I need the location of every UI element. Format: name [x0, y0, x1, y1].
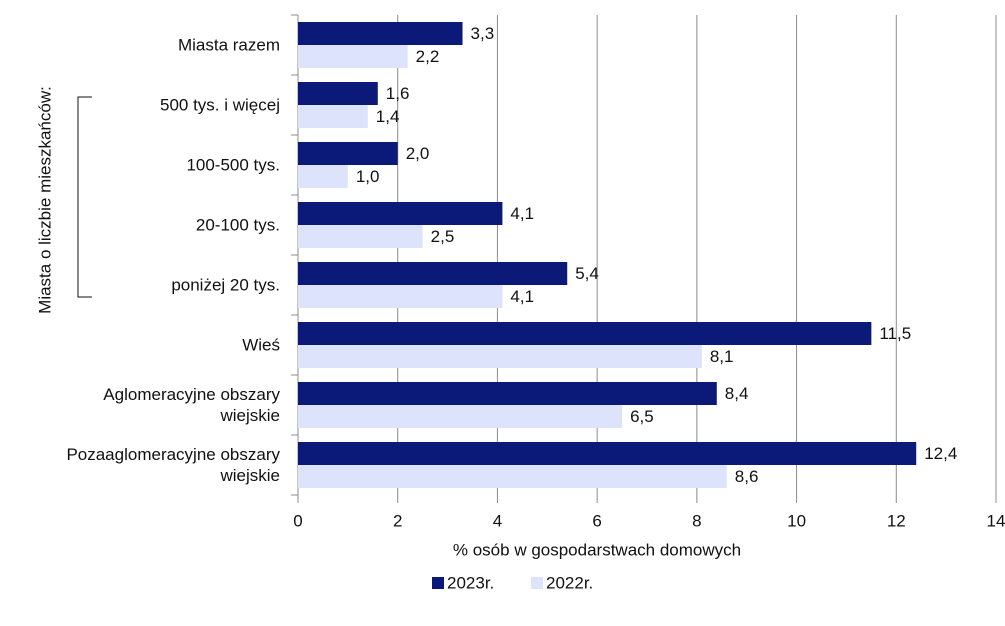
data-label: 1,4 — [376, 107, 400, 126]
data-label: 12,4 — [924, 444, 957, 463]
y-tick-label: 500 tys. i więcej — [160, 95, 280, 115]
bar — [298, 465, 727, 488]
y-tick-label: poniżej 20 tys. — [171, 275, 280, 295]
bar — [298, 82, 378, 105]
bar — [298, 105, 368, 128]
data-label: 6,5 — [630, 407, 654, 426]
y-tick-label: Miasta razem — [177, 35, 280, 55]
bar — [298, 202, 503, 225]
legend-label: 2022r. — [546, 573, 593, 592]
bar — [298, 22, 463, 45]
data-label: 2,0 — [406, 144, 430, 163]
legend-label: 2023r. — [447, 573, 494, 592]
x-tick-label: 0 — [293, 511, 302, 530]
x-tick-label: 2 — [393, 511, 402, 530]
x-tick-label: 14 — [987, 511, 1005, 530]
data-label: 11,5 — [879, 324, 911, 343]
legend-swatch — [432, 577, 444, 589]
bar — [298, 442, 917, 465]
bar — [298, 45, 408, 68]
data-label: 1,0 — [356, 167, 380, 186]
data-label: 8,1 — [710, 347, 734, 366]
bar — [298, 262, 568, 285]
data-label: 4,1 — [510, 287, 534, 306]
bar — [298, 405, 623, 428]
y-tick-label: Wieś — [242, 335, 280, 355]
bar — [298, 382, 717, 405]
y-tick-label: 100-500 tys. — [186, 155, 280, 175]
data-label: 2,2 — [416, 47, 440, 66]
y-tick-label: Pozaaglomeracyjne obszary wiejskie — [66, 445, 280, 485]
x-tick-label: 6 — [592, 511, 601, 530]
data-label: 8,6 — [735, 467, 759, 486]
data-label: 4,1 — [510, 204, 534, 223]
bar — [298, 285, 503, 308]
bar — [298, 345, 702, 368]
x-tick-label: 12 — [887, 511, 906, 530]
group-label: Miasta o liczbie mieszkańców: — [35, 86, 54, 314]
data-label: 2,5 — [431, 227, 455, 246]
data-label: 1,6 — [386, 84, 410, 103]
data-label: 8,4 — [725, 384, 749, 403]
bar — [298, 225, 423, 248]
y-tick-label: Aglomeracyjne obszary wiejskie — [103, 385, 280, 425]
x-axis-label: % osób w gospodarstwach domowych — [453, 540, 741, 559]
y-tick-label: 20-100 tys. — [195, 215, 280, 235]
x-tick-label: 10 — [787, 511, 806, 530]
legend-swatch — [531, 577, 543, 589]
bar — [298, 142, 398, 165]
x-tick-label: 4 — [493, 511, 502, 530]
data-label: 3,3 — [471, 24, 495, 43]
bracket — [77, 96, 92, 298]
data-label: 5,4 — [575, 264, 599, 283]
bar — [298, 165, 348, 188]
x-tick-label: 8 — [692, 511, 701, 530]
bar — [298, 322, 872, 345]
